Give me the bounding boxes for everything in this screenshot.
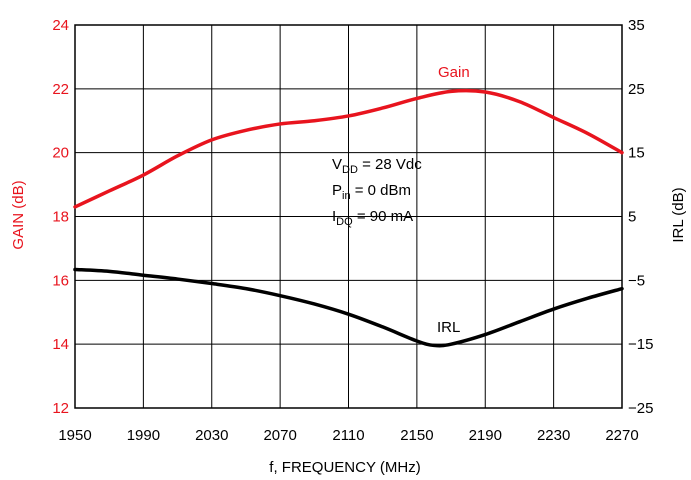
idq-annotation: IDQ = 90 mA [332, 208, 413, 228]
x-tick-label: 1950 [58, 427, 91, 444]
left-tick-label: 18 [52, 209, 69, 226]
right-tick-label: −25 [628, 400, 653, 417]
grid [75, 25, 622, 408]
irl-series-label: IRL [437, 319, 460, 336]
left-tick-label: 20 [52, 145, 69, 162]
x-tick-labels: 1950 1990 2030 2070 2110 2150 2190 2230 2270 [58, 427, 638, 444]
x-tick-label: 1990 [127, 427, 160, 444]
left-axis-title: GAIN (dB) [10, 180, 27, 249]
left-tick-label: 12 [52, 400, 69, 417]
x-tick-label: 2110 [332, 427, 364, 444]
right-axis-title: IRL (dB) [670, 187, 687, 242]
x-tick-label: 2270 [605, 427, 638, 444]
x-tick-label: 2070 [263, 427, 296, 444]
right-tick-label: 25 [628, 81, 645, 98]
right-tick-label: −15 [628, 336, 653, 353]
x-tick-label: 2150 [400, 427, 433, 444]
pin-annotation: Pin = 0 dBm [332, 182, 411, 202]
left-tick-labels: 12 14 16 18 20 22 24 [52, 17, 69, 417]
left-tick-label: 22 [52, 81, 69, 98]
x-tick-label: 2190 [469, 427, 502, 444]
right-tick-label: 15 [628, 145, 645, 162]
right-tick-labels: −25 −15 −5 5 15 25 35 [628, 17, 653, 417]
vdd-annotation: VDD = 28 Vdc [332, 156, 422, 176]
right-tick-label: 5 [628, 209, 636, 226]
gain-series-label: Gain [438, 64, 470, 81]
right-tick-label: 35 [628, 17, 645, 34]
gain-series-line [73, 88, 624, 209]
x-tick-label: 2030 [195, 427, 228, 444]
right-tick-label: −5 [628, 272, 645, 289]
plot-frame [74, 24, 623, 409]
left-tick-label: 14 [52, 336, 69, 353]
left-tick-label: 24 [52, 17, 69, 34]
x-axis-title: f, FREQUENCY (MHz) [269, 459, 420, 476]
irl-series-line [73, 267, 624, 348]
left-tick-label: 16 [52, 272, 69, 289]
x-tick-label: 2230 [537, 427, 570, 444]
series-layer [73, 88, 624, 348]
